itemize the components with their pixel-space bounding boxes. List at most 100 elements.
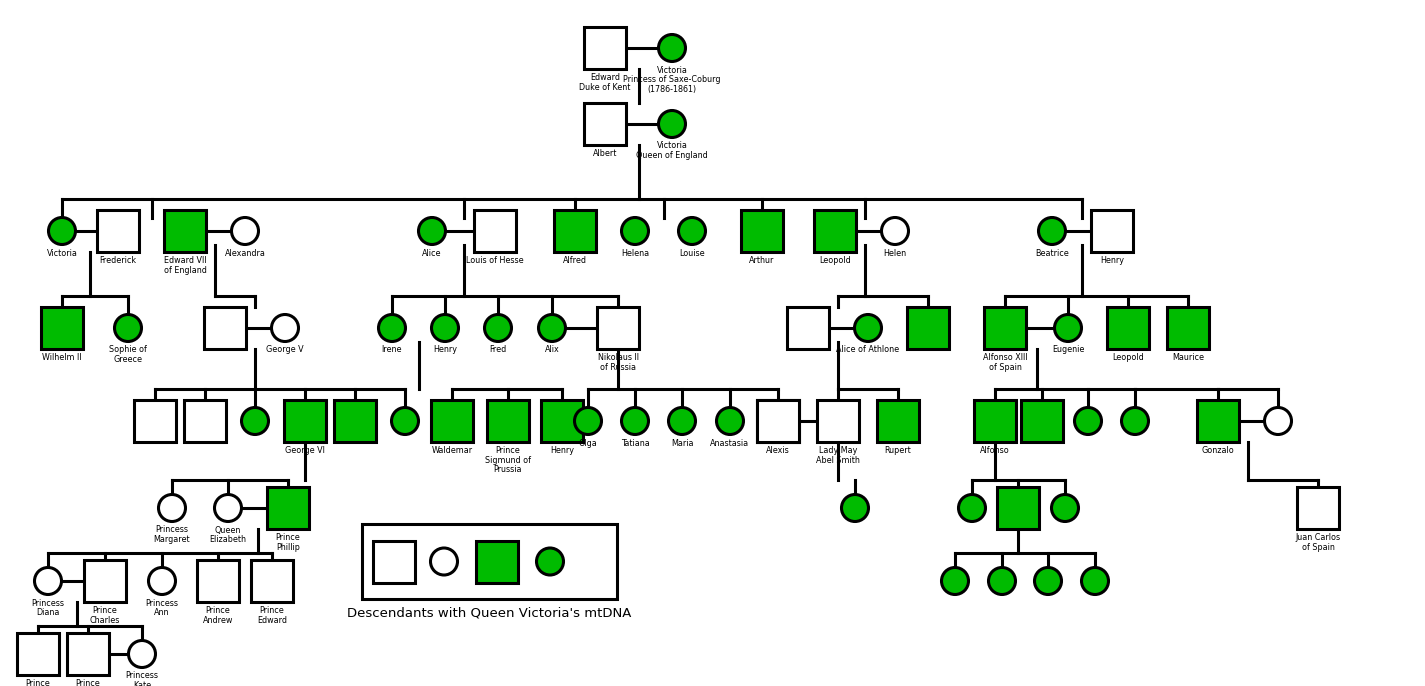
Text: Lady May
Abel Smith: Lady May Abel Smith (817, 446, 859, 464)
Bar (1167, 307, 1208, 349)
Text: Gonzalo: Gonzalo (1201, 446, 1234, 455)
Text: Sophie of
Greece: Sophie of Greece (110, 346, 147, 364)
Bar (373, 541, 415, 582)
Text: Victoria
Princess of Saxe-Coburg
(1786-1861): Victoria Princess of Saxe-Coburg (1786-1… (623, 65, 721, 94)
Text: Maria: Maria (671, 438, 693, 447)
Circle shape (158, 495, 185, 521)
Bar (1107, 307, 1149, 349)
Circle shape (48, 217, 76, 244)
Text: Eugenie: Eugenie (1052, 346, 1084, 355)
Bar (362, 524, 617, 599)
Circle shape (1074, 407, 1102, 434)
Text: Henry: Henry (550, 446, 574, 455)
Circle shape (989, 567, 1016, 595)
Bar (757, 400, 799, 442)
Text: Wilhelm II: Wilhelm II (43, 353, 81, 362)
Bar (17, 633, 58, 675)
Circle shape (621, 217, 648, 244)
Circle shape (432, 314, 459, 342)
Text: Alfonso: Alfonso (980, 446, 1010, 455)
Text: Helena: Helena (621, 248, 648, 257)
Text: Alexis: Alexis (767, 446, 789, 455)
Circle shape (1039, 217, 1066, 244)
Bar (84, 560, 125, 602)
Text: Juan Carlos
of Spain: Juan Carlos of Spain (1295, 533, 1341, 552)
Circle shape (678, 217, 705, 244)
Bar (164, 210, 207, 252)
Bar (475, 210, 516, 252)
Circle shape (231, 217, 258, 244)
Circle shape (485, 314, 512, 342)
Text: Leopold: Leopold (1112, 353, 1144, 362)
Text: Waldemar: Waldemar (432, 446, 473, 455)
Circle shape (148, 567, 175, 595)
Bar (997, 487, 1039, 529)
Circle shape (658, 34, 685, 62)
Bar (757, 400, 799, 442)
Bar (333, 400, 376, 442)
Text: George VI: George VI (285, 446, 325, 455)
Bar (41, 307, 83, 349)
Circle shape (430, 548, 457, 575)
Text: Victoria: Victoria (47, 248, 77, 257)
Bar (284, 400, 326, 442)
Bar (817, 400, 859, 442)
Text: Tatiana: Tatiana (621, 438, 650, 447)
Bar (487, 400, 529, 442)
Text: Princess
Diana: Princess Diana (31, 598, 64, 617)
Circle shape (34, 567, 61, 595)
Text: George V: George V (266, 346, 304, 355)
Bar (251, 560, 294, 602)
Bar (975, 400, 1016, 442)
Bar (876, 400, 919, 442)
Bar (97, 210, 140, 252)
Circle shape (241, 407, 268, 434)
Bar (554, 210, 596, 252)
Text: Edward
Duke of Kent: Edward Duke of Kent (580, 73, 631, 92)
Bar (985, 307, 1026, 349)
Bar (184, 400, 227, 442)
Circle shape (842, 495, 868, 521)
Text: Beatrice: Beatrice (1035, 248, 1069, 257)
Circle shape (1052, 495, 1079, 521)
Bar (204, 307, 247, 349)
Bar (597, 307, 638, 349)
Text: Fred: Fred (489, 346, 507, 355)
Circle shape (717, 407, 744, 434)
Text: Queen
Elizabeth: Queen Elizabeth (209, 525, 247, 544)
Bar (476, 541, 519, 582)
Text: Prince
William: Prince William (73, 679, 103, 686)
Circle shape (215, 495, 241, 521)
Text: Prince
Edward: Prince Edward (256, 606, 286, 625)
Circle shape (539, 314, 566, 342)
Circle shape (621, 407, 648, 434)
Text: Prince
Harry: Prince Harry (26, 679, 50, 686)
Circle shape (668, 407, 695, 434)
Text: Alice of Athlone: Alice of Athlone (836, 346, 899, 355)
Circle shape (942, 567, 969, 595)
Text: Henry: Henry (1100, 256, 1124, 265)
Text: Alfonso XIII
of Spain: Alfonso XIII of Spain (983, 353, 1027, 372)
Bar (1197, 400, 1238, 442)
Circle shape (574, 407, 601, 434)
Text: Victoria
Queen of England: Victoria Queen of England (636, 141, 708, 161)
Text: Alix: Alix (544, 346, 560, 355)
Circle shape (114, 314, 141, 342)
Bar (906, 307, 949, 349)
Text: Princess
Kate: Princess Kate (125, 672, 158, 686)
Text: Prince
Andrew: Prince Andrew (202, 606, 234, 625)
Text: Frederick: Frederick (100, 256, 137, 265)
Bar (197, 560, 239, 602)
Circle shape (882, 217, 909, 244)
Bar (1297, 487, 1339, 529)
Circle shape (1035, 567, 1062, 595)
Circle shape (855, 314, 882, 342)
Bar (1020, 400, 1063, 442)
Text: Edward VII
of England: Edward VII of England (164, 256, 207, 274)
Text: Nikolaus II
of Russia: Nikolaus II of Russia (597, 353, 638, 372)
Text: Alexandra: Alexandra (225, 248, 265, 257)
Text: Alice: Alice (422, 248, 442, 257)
Bar (134, 400, 177, 442)
Circle shape (959, 495, 986, 521)
Circle shape (1054, 314, 1082, 342)
